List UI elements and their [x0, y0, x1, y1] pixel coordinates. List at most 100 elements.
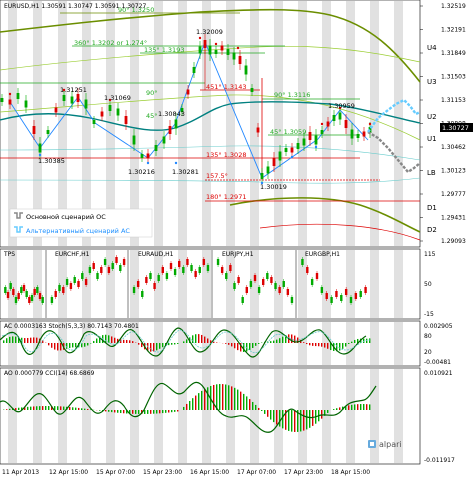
- ao-bar: [300, 410, 301, 431]
- tps-candle: [133, 287, 135, 293]
- session-stripe: [202, 369, 211, 463]
- ac-bar: [126, 340, 127, 343]
- ao-bar: [123, 410, 124, 413]
- ac-bar: [96, 339, 97, 343]
- candle: [93, 120, 96, 124]
- candle: [239, 56, 242, 64]
- ao-bar: [240, 392, 241, 410]
- ac-bar: [201, 335, 202, 343]
- price-label-13125: 1.31251: [60, 86, 87, 94]
- symbol-info: EURUSD,H1 1.30591 1.30747 1.30591 1.3072…: [4, 3, 146, 10]
- tps-candle: [199, 267, 201, 273]
- candle: [321, 130, 324, 134]
- ao-bar: [354, 404, 355, 410]
- candle: [25, 101, 28, 108]
- tps-candle: [355, 293, 357, 299]
- ao-bar: [369, 404, 370, 410]
- tps-candle: [335, 291, 337, 297]
- ac-bar: [237, 343, 238, 350]
- ac-bar: [315, 343, 316, 346]
- candle: [261, 173, 264, 179]
- tps-candle: [9, 283, 11, 289]
- ac-bar: [87, 343, 88, 345]
- candle: [227, 49, 230, 55]
- tps-candle: [174, 269, 176, 275]
- ao-bar: [87, 409, 88, 410]
- zone-u4: U4: [427, 44, 437, 52]
- ao-bar: [153, 410, 154, 414]
- ac-bar: [3, 340, 4, 343]
- ao-bar: [327, 410, 328, 413]
- candle: [257, 128, 260, 133]
- ac-bar: [192, 335, 193, 343]
- ao-bar: [207, 387, 208, 410]
- tps-tick-m15: -15: [424, 311, 434, 318]
- tps-candle: [153, 283, 155, 289]
- ao-bar: [99, 410, 100, 411]
- tps-candle: [36, 287, 38, 293]
- price-label-13109: 1.31069: [104, 94, 131, 102]
- ao-bar: [177, 410, 178, 411]
- candle: [47, 130, 50, 134]
- level-label-360: 360° 1.3202 or 1.274°: [74, 39, 147, 47]
- price-label-13021: 1.30216: [128, 168, 155, 176]
- candle: [339, 113, 342, 120]
- ao-bar: [273, 410, 274, 422]
- ao-bar: [267, 410, 268, 417]
- tps-candle: [316, 273, 318, 279]
- ao-bar: [78, 408, 79, 410]
- session-stripe: [33, 250, 42, 318]
- ac-bar: [273, 341, 274, 343]
- ac-bar: [69, 343, 70, 348]
- tps-candle: [149, 273, 151, 279]
- fractal-down: [39, 154, 41, 156]
- ac-bar: [111, 336, 112, 343]
- ao-bar: [108, 410, 109, 412]
- ao-bar: [165, 410, 166, 413]
- session-stripe: [394, 322, 403, 365]
- ac-bar: [252, 343, 253, 348]
- ac-bar: [339, 343, 340, 350]
- session-stripe: [202, 1, 211, 246]
- tps-candle: [270, 277, 272, 283]
- price-tick: 1.32519: [441, 3, 466, 10]
- tps-candle: [55, 291, 57, 297]
- current-price: 1.30727: [442, 124, 469, 132]
- ac-bar: [9, 337, 10, 343]
- price-tick: 1.29777: [441, 191, 466, 198]
- price-label-13095: 1.30959: [328, 102, 355, 110]
- ao-bar: [63, 407, 64, 410]
- zone-labels: U4 U3 U2 U1 LB D1 D2: [427, 44, 437, 234]
- tps-candle: [207, 265, 209, 271]
- tps-candle: [93, 263, 95, 269]
- ao-bar: [351, 405, 352, 410]
- tps-candle: [162, 267, 164, 273]
- ac-bar: [309, 343, 310, 345]
- time-label-5: 17 Apr 07:00: [237, 469, 276, 476]
- ac-bar: [129, 340, 130, 343]
- session-stripe: [8, 369, 17, 463]
- legend-main-label: Основной сценарий ОС: [26, 213, 106, 221]
- ac-bar: [174, 343, 175, 344]
- ao-bar: [9, 409, 10, 410]
- tps-candle: [241, 297, 243, 303]
- ac-bar: [123, 340, 124, 343]
- session-stripe: [370, 369, 379, 463]
- zone-lb: LB: [427, 169, 436, 177]
- session-stripe: [250, 369, 259, 463]
- level-label-180: 180° 1.2971: [206, 193, 246, 201]
- ac-bar: [114, 338, 115, 343]
- ac-bar: [348, 343, 349, 344]
- tps-candle: [66, 279, 68, 285]
- tps-candle: [262, 279, 264, 285]
- level-label-90: 90°: [146, 89, 158, 97]
- tps-candle: [96, 273, 98, 279]
- price-tick: 1.31503: [441, 74, 466, 81]
- ao-bar: [192, 398, 193, 410]
- ao-bar: [252, 402, 253, 410]
- price-label-13028: 1.30281: [172, 168, 199, 176]
- ao-bar: [120, 410, 121, 413]
- zone-u2: U2: [427, 113, 437, 121]
- candle: [77, 94, 80, 102]
